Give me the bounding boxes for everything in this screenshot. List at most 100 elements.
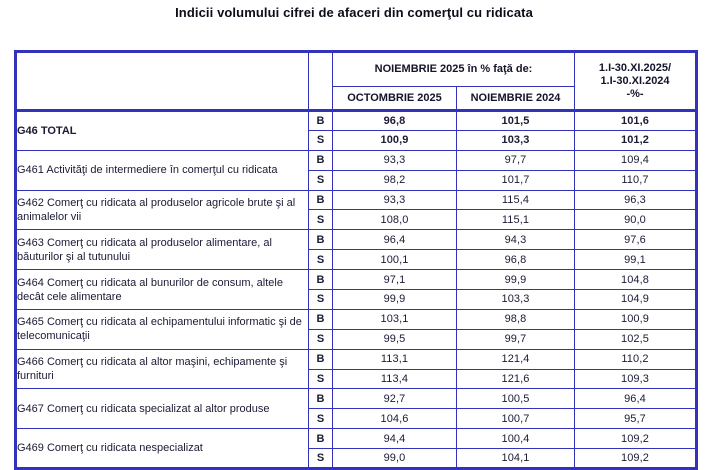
- value-cell: 99,7: [456, 328, 575, 350]
- value-cell: 98,8: [456, 308, 575, 330]
- value-cell: 99,1: [574, 249, 697, 271]
- series-s-label: S: [308, 448, 333, 470]
- table-header: NOIEMBRIE 2025 în % faţă de: 1.I-30.XI.2…: [15, 51, 697, 112]
- series-s-label: S: [308, 129, 333, 151]
- value-cell: 100,1: [332, 249, 457, 271]
- value-cell: 99,0: [332, 448, 457, 470]
- value-cell: 96,8: [332, 110, 457, 131]
- table-row: G462 Comerţ cu ridicata al produselor ag…: [15, 189, 697, 231]
- table-row: G466 Comerţ cu ridicata al altor maşini,…: [15, 348, 697, 390]
- value-cell: 99,5: [332, 328, 457, 350]
- category-cell: G467 Comerţ cu ridicata specializat al a…: [15, 388, 309, 430]
- value-cell: 115,4: [456, 189, 575, 211]
- value-cell: 110,7: [574, 169, 697, 191]
- category-cell: G461 Activităţi de intermediere în comer…: [15, 149, 309, 191]
- series-b-label: B: [308, 269, 333, 291]
- value-cell: 99,9: [456, 269, 575, 291]
- series-s-label: S: [308, 169, 333, 191]
- value-cell: 98,2: [332, 169, 457, 191]
- header-cumulative-line3: -%-: [626, 87, 644, 100]
- value-cell: 101,5: [456, 110, 575, 131]
- header-group-label: NOIEMBRIE 2025 în % faţă de:: [332, 51, 575, 87]
- value-cell: 93,3: [332, 189, 457, 211]
- value-cell: 109,2: [574, 428, 697, 450]
- value-cell: 104,6: [332, 408, 457, 430]
- value-cell: 102,5: [574, 328, 697, 350]
- value-cell: 97,1: [332, 269, 457, 291]
- value-cell: 108,0: [332, 209, 457, 231]
- category-cell: G464 Comerţ cu ridicata al bunurilor de …: [15, 269, 309, 310]
- value-cell: 96,4: [574, 388, 697, 410]
- value-cell: 121,6: [456, 368, 575, 390]
- category-cell: G46 TOTAL: [15, 110, 309, 151]
- value-cell: 104,9: [574, 289, 697, 310]
- value-cell: 100,4: [456, 428, 575, 450]
- table-row: G469 Comerţ cu ridicata nespecializat B 94…: [15, 428, 697, 470]
- series-s-label: S: [308, 209, 333, 231]
- series-s-label: S: [308, 328, 333, 350]
- value-cell: 110,2: [574, 348, 697, 370]
- table-row: G461 Activităţi de intermediere în comer…: [15, 149, 697, 191]
- table-row: S 104,6 100,7 95,7: [16, 408, 697, 430]
- table-row: G464 Comerţ cu ridicata al bunurilor de …: [15, 269, 697, 310]
- value-cell: 95,7: [574, 408, 697, 430]
- series-b-label: B: [308, 229, 333, 251]
- header-category-empty: [15, 51, 309, 112]
- value-cell: 97,6: [574, 229, 697, 251]
- series-s-label: S: [308, 368, 333, 390]
- series-s-label: S: [308, 289, 333, 310]
- header-cumulative: 1.I-30.XI.2025/ 1.I-30.XI.2024 -%-: [574, 51, 697, 112]
- value-cell: 109,4: [574, 149, 697, 171]
- table-body: G46 TOTAL B 96,8 101,5 101,6 S 100,9 103,3 101,2…: [15, 110, 697, 470]
- value-cell: 94,3: [456, 229, 575, 251]
- value-cell: 113,1: [332, 348, 457, 370]
- value-cell: 109,3: [574, 368, 697, 390]
- series-b-label: B: [308, 110, 333, 131]
- value-cell: 99,9: [332, 289, 457, 310]
- value-cell: 103,1: [332, 308, 457, 330]
- table-row: S 99,9 103,3 104,9: [16, 289, 697, 310]
- value-cell: 100,9: [332, 129, 457, 151]
- series-b-label: B: [308, 308, 333, 330]
- table-row: S 99,5 99,7 102,5: [16, 328, 697, 350]
- value-cell: 115,1: [456, 209, 575, 231]
- page-title: Indicii volumului cifrei de afaceri din …: [175, 5, 533, 20]
- series-s-label: S: [308, 408, 333, 430]
- value-cell: 104,8: [574, 269, 697, 291]
- series-b-label: B: [308, 428, 333, 450]
- value-cell: 96,8: [456, 249, 575, 271]
- category-cell: G465 Comerţ cu ridicata al echipamentulu…: [15, 308, 309, 350]
- table-row: G465 Comerţ cu ridicata al echipamentulu…: [15, 308, 697, 350]
- header-cumulative-line1: 1.I-30.XI.2025/: [598, 61, 672, 74]
- value-cell: 97,7: [456, 149, 575, 171]
- turnover-index-table: NOIEMBRIE 2025 în % faţă de: 1.I-30.XI.2…: [14, 50, 698, 470]
- series-b-label: B: [308, 348, 333, 370]
- value-cell: 96,3: [574, 189, 697, 211]
- category-cell: G466 Comerţ cu ridicata al altor maşini,…: [15, 348, 309, 390]
- series-b-label: B: [308, 388, 333, 410]
- series-b-label: B: [308, 189, 333, 211]
- value-cell: 109,2: [574, 448, 697, 470]
- value-cell: 104,1: [456, 448, 575, 470]
- category-cell: G469 Comerţ cu ridicata nespecializat: [15, 428, 309, 470]
- value-cell: 96,4: [332, 229, 457, 251]
- value-cell: 100,7: [456, 408, 575, 430]
- value-cell: 113,4: [332, 368, 457, 390]
- table-row: S 113,4 121,6 109,3: [16, 368, 697, 390]
- header-noiembrie-2024: NOIEMBRIE 2024: [456, 86, 575, 112]
- value-cell: 101,2: [574, 129, 697, 151]
- value-cell: 103,3: [456, 289, 575, 310]
- value-cell: 92,7: [332, 388, 457, 410]
- value-cell: 94,4: [332, 428, 457, 450]
- header-bs-empty: [308, 51, 333, 112]
- value-cell: 100,9: [574, 308, 697, 330]
- value-cell: 90,0: [574, 209, 697, 231]
- table-row: G46 TOTAL B 96,8 101,5 101,6: [15, 110, 697, 151]
- table-row: G467 Comerţ cu ridicata specializat al a…: [15, 388, 697, 430]
- category-cell: G462 Comerţ cu ridicata al produselor ag…: [15, 189, 309, 231]
- table-row: S 99,0 104,1 109,2: [16, 448, 697, 470]
- table-row: G463 Comerţ cu ridicata al produselor al…: [15, 229, 697, 271]
- value-cell: 101,7: [456, 169, 575, 191]
- header-cumulative-line2: 1.I-30.XI.2024: [600, 74, 670, 87]
